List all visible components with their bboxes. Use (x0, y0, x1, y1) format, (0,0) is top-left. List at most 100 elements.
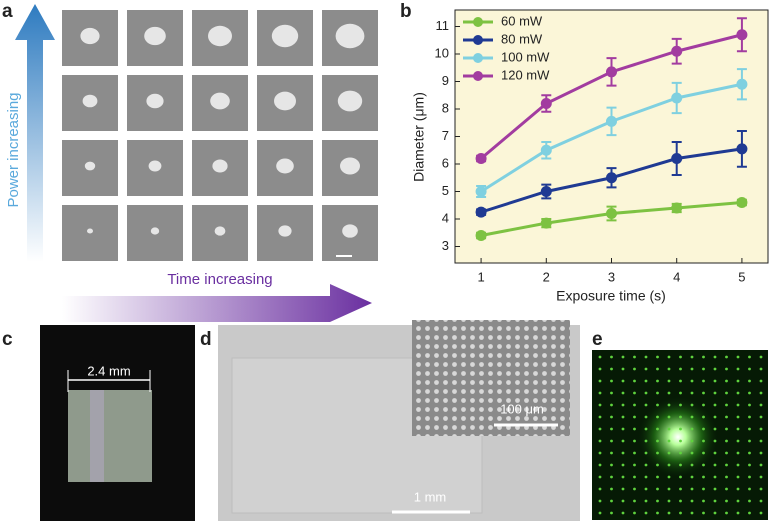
diffraction-spot (667, 427, 671, 431)
diffraction-spot (610, 499, 613, 503)
diffraction-spot (621, 391, 625, 395)
diffraction-spot (621, 463, 625, 467)
diffraction-spot (633, 451, 636, 455)
diffraction-spot (610, 451, 613, 455)
diffraction-spot (679, 415, 682, 419)
diffraction-spot (748, 391, 751, 395)
diffraction-spot (633, 475, 636, 479)
diffraction-spot (621, 499, 625, 503)
point (540, 98, 552, 109)
particle (80, 27, 100, 45)
diffraction-spot (736, 439, 740, 443)
legend-label: 80 mW (501, 31, 543, 46)
diffraction-spot (725, 403, 728, 407)
diffraction-spot (725, 451, 728, 455)
diffraction-spot (702, 487, 705, 491)
panel-label: c (2, 329, 13, 350)
point (475, 230, 487, 241)
panel-c: 2.4 mm (40, 325, 195, 521)
diffraction-spot (667, 367, 671, 371)
y-tick-label: 4 (442, 210, 449, 225)
diffraction-spot (713, 451, 717, 455)
diffraction-spot (759, 463, 763, 467)
time-label: Time increasing (167, 271, 272, 288)
diffraction-spot (667, 475, 671, 479)
legend-marker (473, 17, 483, 27)
diffraction-spot (690, 487, 694, 491)
diffraction-spot (713, 499, 717, 503)
diffraction-spot (633, 499, 636, 503)
diffraction-spot (713, 475, 717, 479)
diffraction-spot (621, 439, 625, 443)
diffraction-spot (759, 355, 763, 359)
diffraction-spot (725, 475, 728, 479)
diffraction-spot (644, 403, 648, 407)
diffraction-spot (713, 427, 717, 431)
diffraction-spot (667, 499, 671, 503)
diffraction-spot (702, 355, 705, 359)
diffraction-spot (610, 379, 613, 383)
particle (337, 90, 363, 112)
particle (278, 225, 292, 237)
diffraction-spot (702, 499, 705, 503)
point (671, 153, 683, 164)
diffraction-spot (644, 499, 648, 503)
particle (82, 94, 98, 108)
power-label: Power increasing (5, 92, 22, 207)
point (475, 206, 487, 218)
diffraction-spot (748, 439, 751, 443)
diffraction-spot (621, 427, 625, 431)
diffraction-spot (702, 475, 705, 479)
point (606, 208, 617, 219)
particle (276, 158, 294, 174)
diffraction-spot (633, 355, 636, 359)
diffraction-spot (759, 379, 763, 383)
diffraction-spot (713, 391, 717, 395)
point (475, 186, 487, 197)
diffraction-spot (690, 451, 694, 455)
x-tick-label: 5 (738, 269, 745, 284)
diffraction-spot (679, 355, 682, 359)
diffraction-spot (748, 379, 751, 383)
diffraction-spot (759, 499, 763, 503)
plot-frame (454, 9, 769, 264)
point (540, 186, 552, 197)
diffraction-spot (759, 439, 763, 443)
x-tick-label: 4 (673, 269, 680, 284)
particle (144, 26, 166, 46)
diffraction-spot (725, 391, 728, 395)
legend-marker (473, 35, 483, 45)
diffraction-spot (598, 451, 602, 455)
diffraction-spot (702, 451, 705, 455)
diffraction-spot (759, 415, 763, 419)
diffraction-spot (759, 487, 763, 491)
diffraction-spot (679, 499, 682, 503)
diffraction-spot (656, 499, 659, 503)
diffraction-spot (759, 475, 763, 479)
diffraction-spot (736, 463, 740, 467)
inset-scale-label: 100 μm (500, 401, 544, 416)
diffraction-spot (633, 439, 636, 443)
diffraction-spot (633, 403, 636, 407)
y-axis-title: Diameter (μm) (411, 92, 427, 182)
diffraction-spot (633, 463, 636, 467)
diffraction-spot (679, 487, 682, 491)
diffraction-spot (610, 487, 613, 491)
diffraction-spot (644, 439, 648, 443)
diffraction-spot (656, 355, 659, 359)
diffraction-spot (690, 463, 694, 467)
x-axis-title: Exposure time (s) (556, 288, 666, 304)
legend-label: 100 mW (501, 49, 550, 64)
diffraction-spot (621, 403, 625, 407)
diffraction-spot (690, 367, 694, 371)
diffraction-spot (633, 379, 636, 383)
particle (210, 92, 230, 110)
point (671, 45, 683, 57)
legend-label: 60 mW (501, 13, 543, 28)
diffraction-spot (690, 427, 694, 431)
diffraction-spot (633, 511, 636, 515)
diffraction-spot (656, 379, 659, 383)
diffraction-spot (644, 451, 648, 455)
diffraction-spot (748, 487, 751, 491)
diffraction-spot (736, 355, 740, 359)
